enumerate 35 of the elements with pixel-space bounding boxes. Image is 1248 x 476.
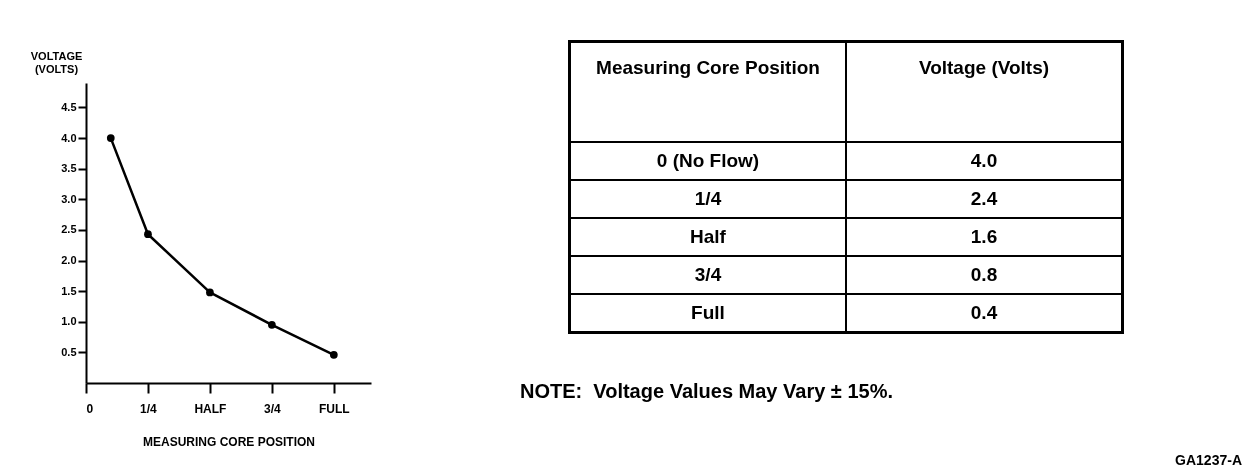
category-label: Full (569, 294, 846, 333)
x-tick-label: 3/4 (264, 401, 282, 416)
y-tick-label: 4.0 (61, 131, 77, 144)
text: GA1237-A (1175, 452, 1242, 468)
x-tick-label: HALF (194, 401, 227, 416)
text: NOTE: Voltage Values May Vary ± 15%. (520, 380, 893, 403)
data-label: 0.4 (846, 294, 1123, 333)
data-label: 1.6 (846, 218, 1123, 256)
text: Measuring Core Position (569, 41, 846, 142)
y-tick-label: 3.0 (61, 192, 77, 205)
data-label: 4.0 (846, 142, 1123, 180)
y-tick-label: 2.5 (61, 223, 77, 236)
data-label: 0.8 (846, 256, 1123, 294)
category-label: 0 (No Flow) (569, 142, 846, 180)
y-tick-label: 3.5 (61, 162, 77, 175)
point (268, 320, 276, 329)
text: Voltage (Volts) (846, 41, 1123, 142)
y-tick-label: 0.5 (61, 345, 77, 358)
x-tick-label: 0 (86, 401, 94, 416)
category-label: 3/4 (569, 256, 846, 294)
y-axis-title: VOLTAGE (VOLTS) (30, 49, 83, 75)
category-label: Half (569, 218, 846, 256)
point (144, 230, 152, 239)
point (329, 350, 338, 359)
category-label: 1/4 (569, 180, 846, 218)
x-axis-title: MEASURING CORE POSITION (142, 434, 316, 449)
x-tick-label: FULL (319, 401, 350, 416)
point (206, 288, 214, 297)
y-tick-label: 1.0 (61, 315, 77, 328)
y-tick-label: 2.0 (61, 254, 77, 267)
point (106, 134, 115, 142)
y-tick-label: 4.5 (61, 100, 77, 113)
x-tick-label: 1/4 (140, 401, 158, 416)
y-tick-label: 1.5 (61, 284, 77, 297)
data-label: 2.4 (846, 180, 1123, 218)
